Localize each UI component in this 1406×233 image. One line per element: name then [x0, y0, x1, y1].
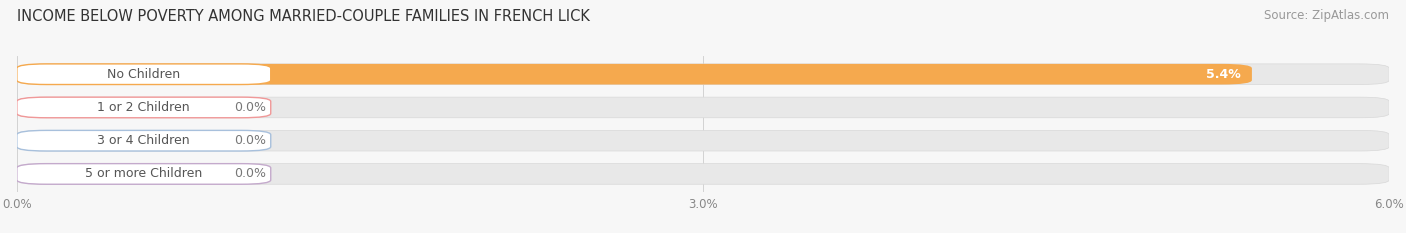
FancyBboxPatch shape	[17, 164, 1389, 184]
Text: 3 or 4 Children: 3 or 4 Children	[97, 134, 190, 147]
Text: Source: ZipAtlas.com: Source: ZipAtlas.com	[1264, 9, 1389, 22]
Text: No Children: No Children	[107, 68, 180, 81]
FancyBboxPatch shape	[17, 130, 217, 151]
FancyBboxPatch shape	[17, 97, 217, 118]
Text: 5 or more Children: 5 or more Children	[86, 168, 202, 180]
FancyBboxPatch shape	[17, 130, 1389, 151]
Text: INCOME BELOW POVERTY AMONG MARRIED-COUPLE FAMILIES IN FRENCH LICK: INCOME BELOW POVERTY AMONG MARRIED-COUPL…	[17, 9, 589, 24]
Text: 5.4%: 5.4%	[1206, 68, 1240, 81]
FancyBboxPatch shape	[17, 64, 1251, 85]
FancyBboxPatch shape	[17, 164, 271, 184]
Text: 0.0%: 0.0%	[235, 168, 266, 180]
FancyBboxPatch shape	[17, 130, 271, 151]
FancyBboxPatch shape	[17, 64, 1389, 85]
Text: 1 or 2 Children: 1 or 2 Children	[97, 101, 190, 114]
FancyBboxPatch shape	[17, 164, 217, 184]
Text: 0.0%: 0.0%	[235, 134, 266, 147]
Text: 0.0%: 0.0%	[235, 101, 266, 114]
FancyBboxPatch shape	[17, 97, 1389, 118]
FancyBboxPatch shape	[17, 64, 271, 85]
FancyBboxPatch shape	[17, 97, 271, 118]
